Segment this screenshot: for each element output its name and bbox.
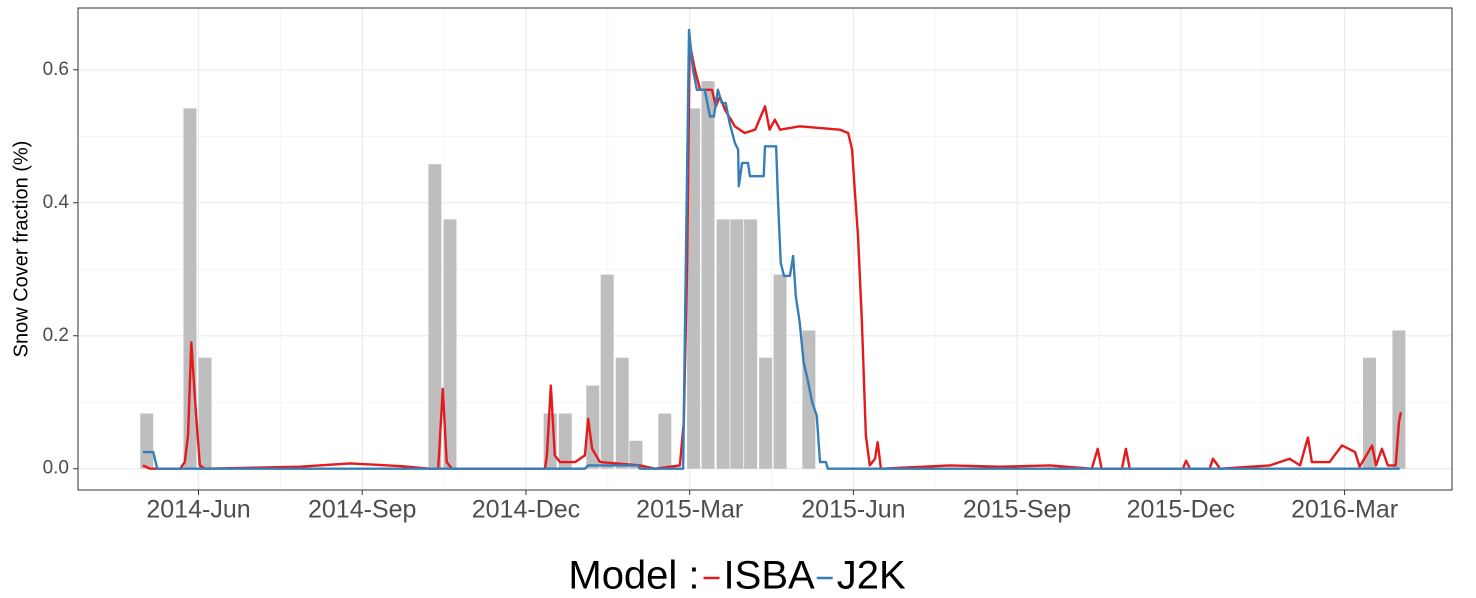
bar <box>600 274 614 469</box>
bar <box>428 164 442 469</box>
bar <box>198 357 212 469</box>
y-tick-label: 0.4 <box>43 192 70 213</box>
bar <box>629 440 643 469</box>
bar <box>730 219 744 469</box>
bar <box>658 413 672 469</box>
legend: Model : ISBA J2K <box>568 554 906 598</box>
x-tick-label: 2015-Jun <box>801 496 905 524</box>
x-tick-label: 2014-Jun <box>146 496 250 524</box>
x-tick-label: 2016-Mar <box>1291 496 1398 524</box>
bar <box>716 219 730 469</box>
x-tick-label: 2015-Dec <box>1127 496 1235 524</box>
y-tick-label: 0.2 <box>43 325 69 346</box>
bar <box>802 330 816 469</box>
bar <box>1392 330 1406 469</box>
bar <box>615 357 629 469</box>
bar <box>558 413 572 469</box>
line <box>142 42 1403 470</box>
bar <box>701 81 715 469</box>
bar <box>1362 357 1376 469</box>
panel-border <box>77 7 1453 491</box>
x-tick-label: 2014-Sep <box>308 496 416 524</box>
x-tick-label: 2014-Dec <box>472 496 580 524</box>
mark-layer <box>140 28 1406 470</box>
bar <box>586 385 600 469</box>
y-tick-label: 0.0 <box>43 458 69 479</box>
bar <box>183 108 197 469</box>
bar <box>443 219 457 469</box>
legend-title: Model : <box>568 554 699 598</box>
bar <box>759 357 773 469</box>
bar <box>744 219 758 469</box>
bar <box>140 413 154 469</box>
bar <box>773 274 787 469</box>
x-tick-label: 2015-Mar <box>636 496 743 524</box>
legend-label: ISBA <box>724 554 815 598</box>
line <box>142 28 1400 470</box>
legend-label: J2K <box>837 554 906 598</box>
x-tick-label: 2015-Sep <box>963 496 1071 524</box>
y-axis-title: Snow Cover fraction (%) <box>10 141 32 358</box>
y-tick-label: 0.6 <box>43 59 69 80</box>
bar <box>687 108 701 469</box>
